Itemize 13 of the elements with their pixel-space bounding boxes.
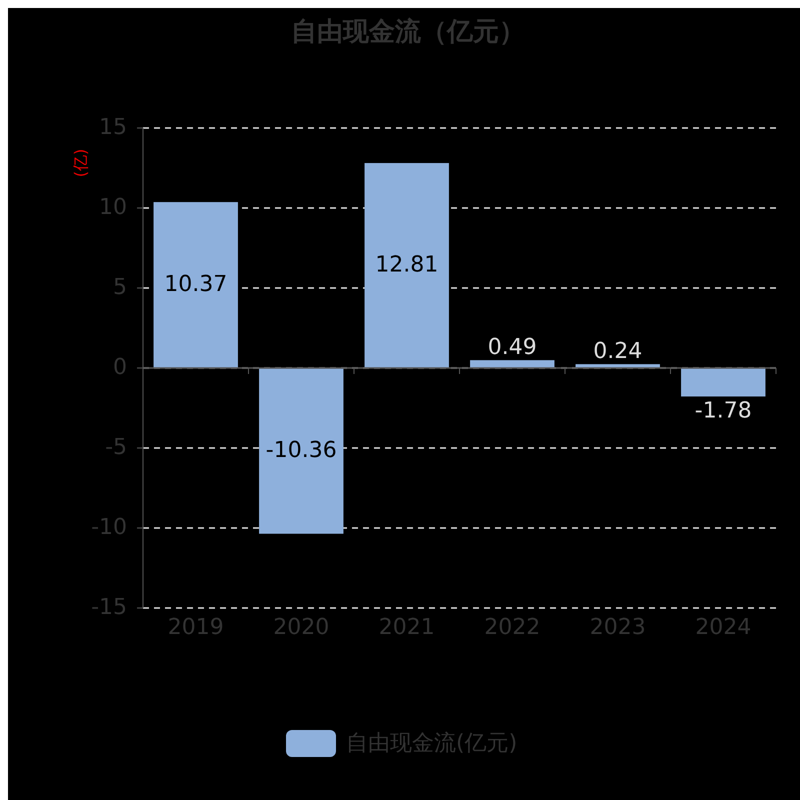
bar [364,163,449,368]
bar [154,202,238,368]
y-axis-title: (亿) [71,148,90,178]
bar [681,368,766,396]
data-label: 0.24 [593,339,642,364]
bar [259,368,344,534]
data-label: -10.36 [266,438,337,463]
data-label: 10.37 [164,272,228,298]
data-label: 0.49 [488,335,537,360]
bar [576,364,660,368]
bar [470,360,554,368]
data-label: 12.81 [375,252,438,278]
data-label: -1.78 [694,398,752,424]
